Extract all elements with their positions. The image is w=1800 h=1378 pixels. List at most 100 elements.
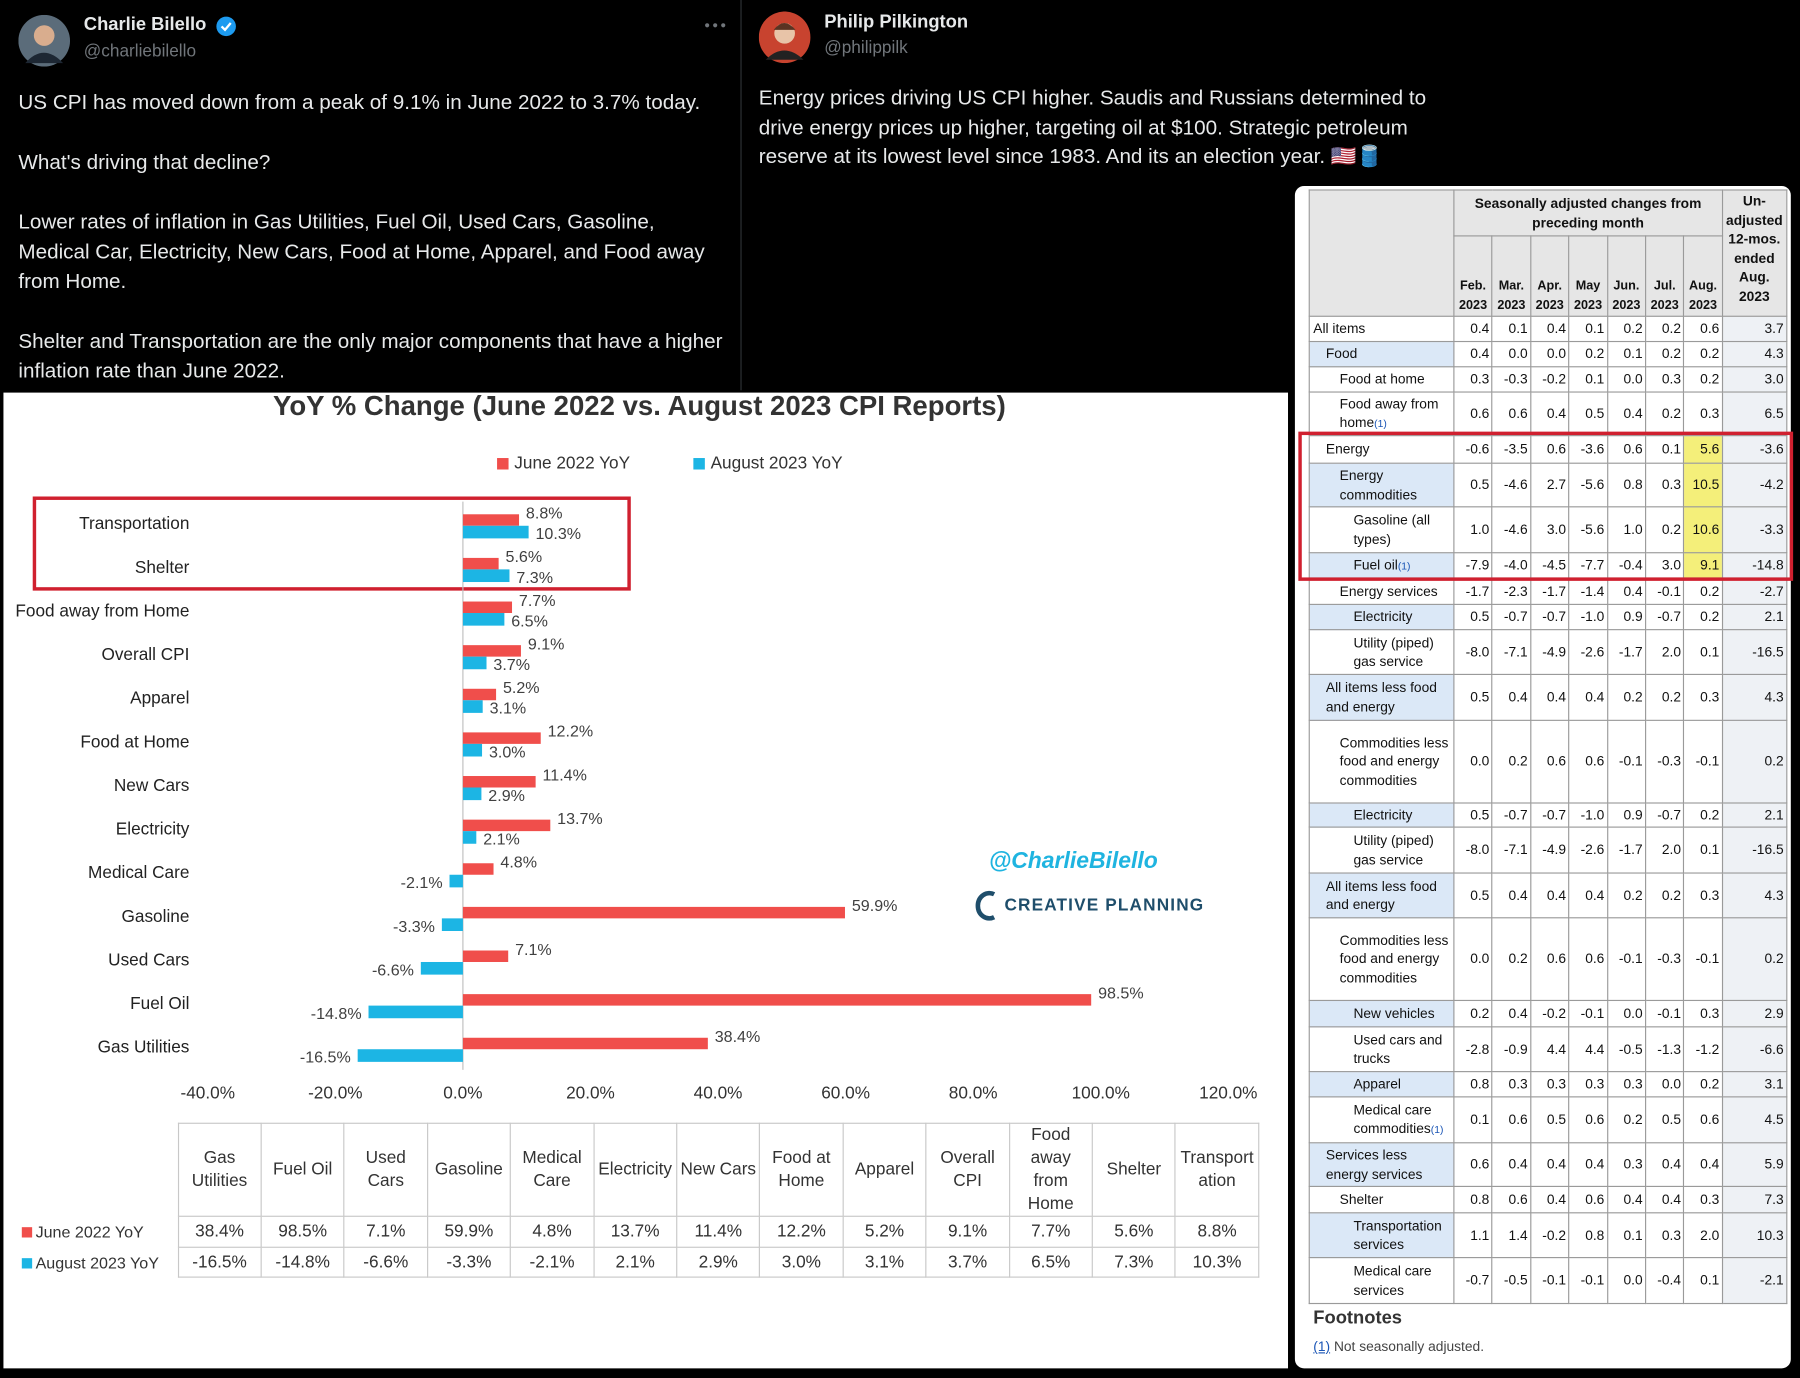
cell: 59.9% [426, 1215, 512, 1248]
row-label: Food at home [1308, 366, 1455, 393]
row-label: Food away from home(1) [1308, 391, 1455, 437]
cell: -16.5 [1721, 629, 1788, 676]
cell: 0.2 [1644, 391, 1685, 437]
cell: 4.4 [1568, 1026, 1608, 1073]
cell: -0.2 [1529, 366, 1570, 393]
cell: 3.1% [842, 1246, 927, 1278]
category-label: Fuel Oil [130, 993, 189, 1013]
label-text: Food [1325, 345, 1358, 362]
category-label: Shelter [135, 557, 190, 577]
cell: 0.4 [1491, 1142, 1532, 1187]
bar [462, 1037, 708, 1050]
more-menu[interactable] [703, 21, 728, 30]
header-row: Seasonally adjusted changes from precedi… [1308, 189, 1788, 317]
cell: 2.0 [1644, 629, 1685, 676]
author-name[interactable]: Philip Pilkington [824, 12, 969, 33]
data-label: 5.2% [503, 679, 540, 697]
data-row: Commodities less food and energy commodi… [1308, 719, 1788, 804]
bar [449, 874, 463, 888]
cell: 4.4 [1529, 1026, 1570, 1073]
cell: 0.5 [1529, 1096, 1570, 1144]
x-tick-label: 100.0% [1072, 1083, 1130, 1103]
cell: -14.8 [1721, 552, 1788, 579]
cell: -7.7 [1568, 552, 1608, 579]
x-tick-label: 0.0% [443, 1083, 482, 1103]
footnote-ref[interactable]: (1) [1430, 1123, 1444, 1136]
cell: -2.8 [1453, 1026, 1493, 1073]
cell: 0.4 [1568, 1142, 1608, 1187]
cell: 0.1 [1683, 1257, 1723, 1305]
row-label: Electricity [1308, 802, 1455, 828]
cell: 0.2 [1644, 506, 1685, 554]
cell: 9.1% [925, 1215, 1010, 1248]
data-label: 7.3% [516, 569, 553, 587]
cell: 4.3 [1721, 340, 1788, 368]
cell: -0.1 [1683, 917, 1723, 1002]
bar [462, 787, 482, 801]
cell: -0.5 [1491, 1257, 1532, 1305]
logo [975, 890, 996, 921]
bar [462, 569, 510, 583]
footnote-ref[interactable]: (1) [1397, 559, 1411, 572]
highlight-box [32, 496, 631, 591]
cell: -2.7 [1721, 577, 1788, 605]
cell: -1.0 [1568, 603, 1608, 631]
cell: 0.4 [1529, 673, 1570, 721]
category-label: Used Cars [108, 949, 189, 969]
cell: 0.4 [1568, 872, 1608, 919]
cell: 0.1 [1568, 315, 1608, 343]
author-handle[interactable]: @charliebilello [83, 41, 197, 61]
divider [740, 0, 742, 391]
corner [1308, 189, 1455, 317]
data-label: 6.5% [511, 612, 548, 630]
table-panel: Seasonally adjusted changes from precedi… [1294, 185, 1791, 1369]
label-text: Fuel oil [1353, 556, 1398, 573]
footnote-link[interactable]: (1) [1313, 1338, 1331, 1355]
paragraph: Shelter and Transportation are the only … [18, 329, 723, 383]
header-row: Gas Utilities Fuel Oil Used Cars Gasoline Me… [16, 1122, 1260, 1217]
cell: 0.9 [1606, 802, 1647, 828]
avatar[interactable] [758, 11, 811, 64]
cell: 2.7 [1529, 462, 1570, 508]
legend-swatch [21, 1227, 33, 1238]
cell: 0.2 [1721, 917, 1788, 1002]
data-label: 3.0% [489, 743, 526, 761]
header-row: Feb. 2023 Mar. 2023 Apr. 2023 May 2023 Jun. … [1309, 235, 1786, 317]
label-text: Used cars and trucks [1353, 1031, 1443, 1067]
cell: 0.3 [1683, 391, 1723, 437]
cell: 1.0 [1606, 506, 1647, 554]
cell: -0.9 [1491, 1026, 1532, 1073]
data-row: Utility (piped) gas service -8.0 -7.1 -4.9-… [1308, 826, 1788, 874]
cell: 2.0 [1644, 826, 1685, 874]
cell: 0.0 [1606, 366, 1647, 393]
label-text: Food away from home [1339, 395, 1439, 431]
data-label: 8.8% [526, 505, 563, 523]
bar [462, 831, 477, 844]
avatar[interactable] [18, 14, 71, 67]
cell: 7.7% [1008, 1215, 1093, 1248]
cell: -0.1 [1529, 1257, 1570, 1305]
row-label: New vehicles [1308, 999, 1455, 1028]
data-row: Electricity 0.5 -0.7 -0.7 -1.0 0.9 -0.7 0.2 2.1 [1308, 603, 1788, 631]
cell: 0.2 [1683, 802, 1723, 828]
cell: 4.3 [1721, 673, 1788, 721]
cell: 0.2 [1644, 673, 1685, 721]
data-label: 11.4% [543, 766, 587, 784]
data-label: 38.4% [715, 1028, 761, 1046]
cell: 0.3 [1683, 673, 1723, 721]
row-label: Commodities less food and energy commodi… [1308, 917, 1455, 1002]
cpi-table: Seasonally adjusted changes from precedi… [1308, 189, 1788, 1305]
author-name[interactable]: Charlie Bilello [83, 14, 207, 35]
cell: 0.1 [1644, 435, 1685, 464]
footnote-ref[interactable]: (1) [1374, 417, 1387, 430]
cell: 38.4% [177, 1215, 262, 1248]
x-tick-label: 40.0% [694, 1083, 743, 1103]
cell: 0.4 [1491, 999, 1532, 1028]
author-handle[interactable]: @philippilk [824, 37, 908, 58]
cell: 0.1 [1606, 340, 1647, 368]
data-label: 59.9% [852, 897, 898, 915]
data-row: Electricity 0.5 -0.7 -0.7 -1.0 0.9 -0.7 0.2 2.1 [1308, 802, 1788, 828]
row-label: All items less food and energy [1308, 673, 1455, 721]
data-label: 4.8% [500, 854, 537, 872]
